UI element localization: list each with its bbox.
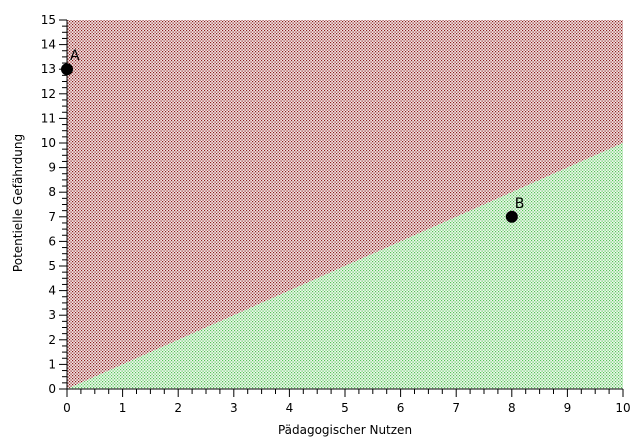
data-point-a [61,63,73,76]
y-tick-label: 5 [48,259,56,273]
x-tick-label: 8 [508,401,516,415]
y-tick-label: 15 [41,13,56,27]
y-tick-label: 1 [48,357,56,371]
y-tick-label: 2 [48,333,56,347]
x-tick-label: 5 [341,401,349,415]
y-tick-label: 11 [41,111,56,125]
x-tick-label: 6 [397,401,405,415]
data-point-label: A [70,48,80,64]
x-axis-title: Pädagogischer Nutzen [278,423,412,437]
x-tick-label: 0 [63,401,71,415]
y-tick-label: 9 [48,161,56,175]
y-tick-label: 12 [41,87,56,101]
x-tick-label: 2 [174,401,182,415]
x-tick-label: 3 [230,401,238,415]
y-tick-label: 13 [41,62,56,76]
y-tick-label: 6 [48,234,56,248]
x-tick-label: 1 [119,401,127,415]
y-tick-label: 3 [48,308,56,322]
x-axis: 0 1 2 3 4 5 6 7 8 9 10 [63,388,631,415]
x-tick-label: 9 [564,401,572,415]
x-tick-label: 10 [615,401,630,415]
data-points: AB [61,48,524,223]
y-tick-label: 10 [41,136,56,150]
region-above-boundary [67,20,623,389]
y-tick-label: 8 [48,185,56,199]
y-tick-label: 7 [48,210,56,224]
data-point-label: B [515,196,525,212]
data-point-b [505,210,518,223]
y-tick-label: 0 [48,382,56,396]
x-tick-label: 4 [286,401,294,415]
y-tick-label: 4 [48,284,56,298]
y-tick-label: 14 [41,38,56,52]
y-axis-title: Potentielle Gefährdung [11,134,25,272]
region-below-boundary [67,143,623,389]
x-tick-label: 7 [452,401,460,415]
